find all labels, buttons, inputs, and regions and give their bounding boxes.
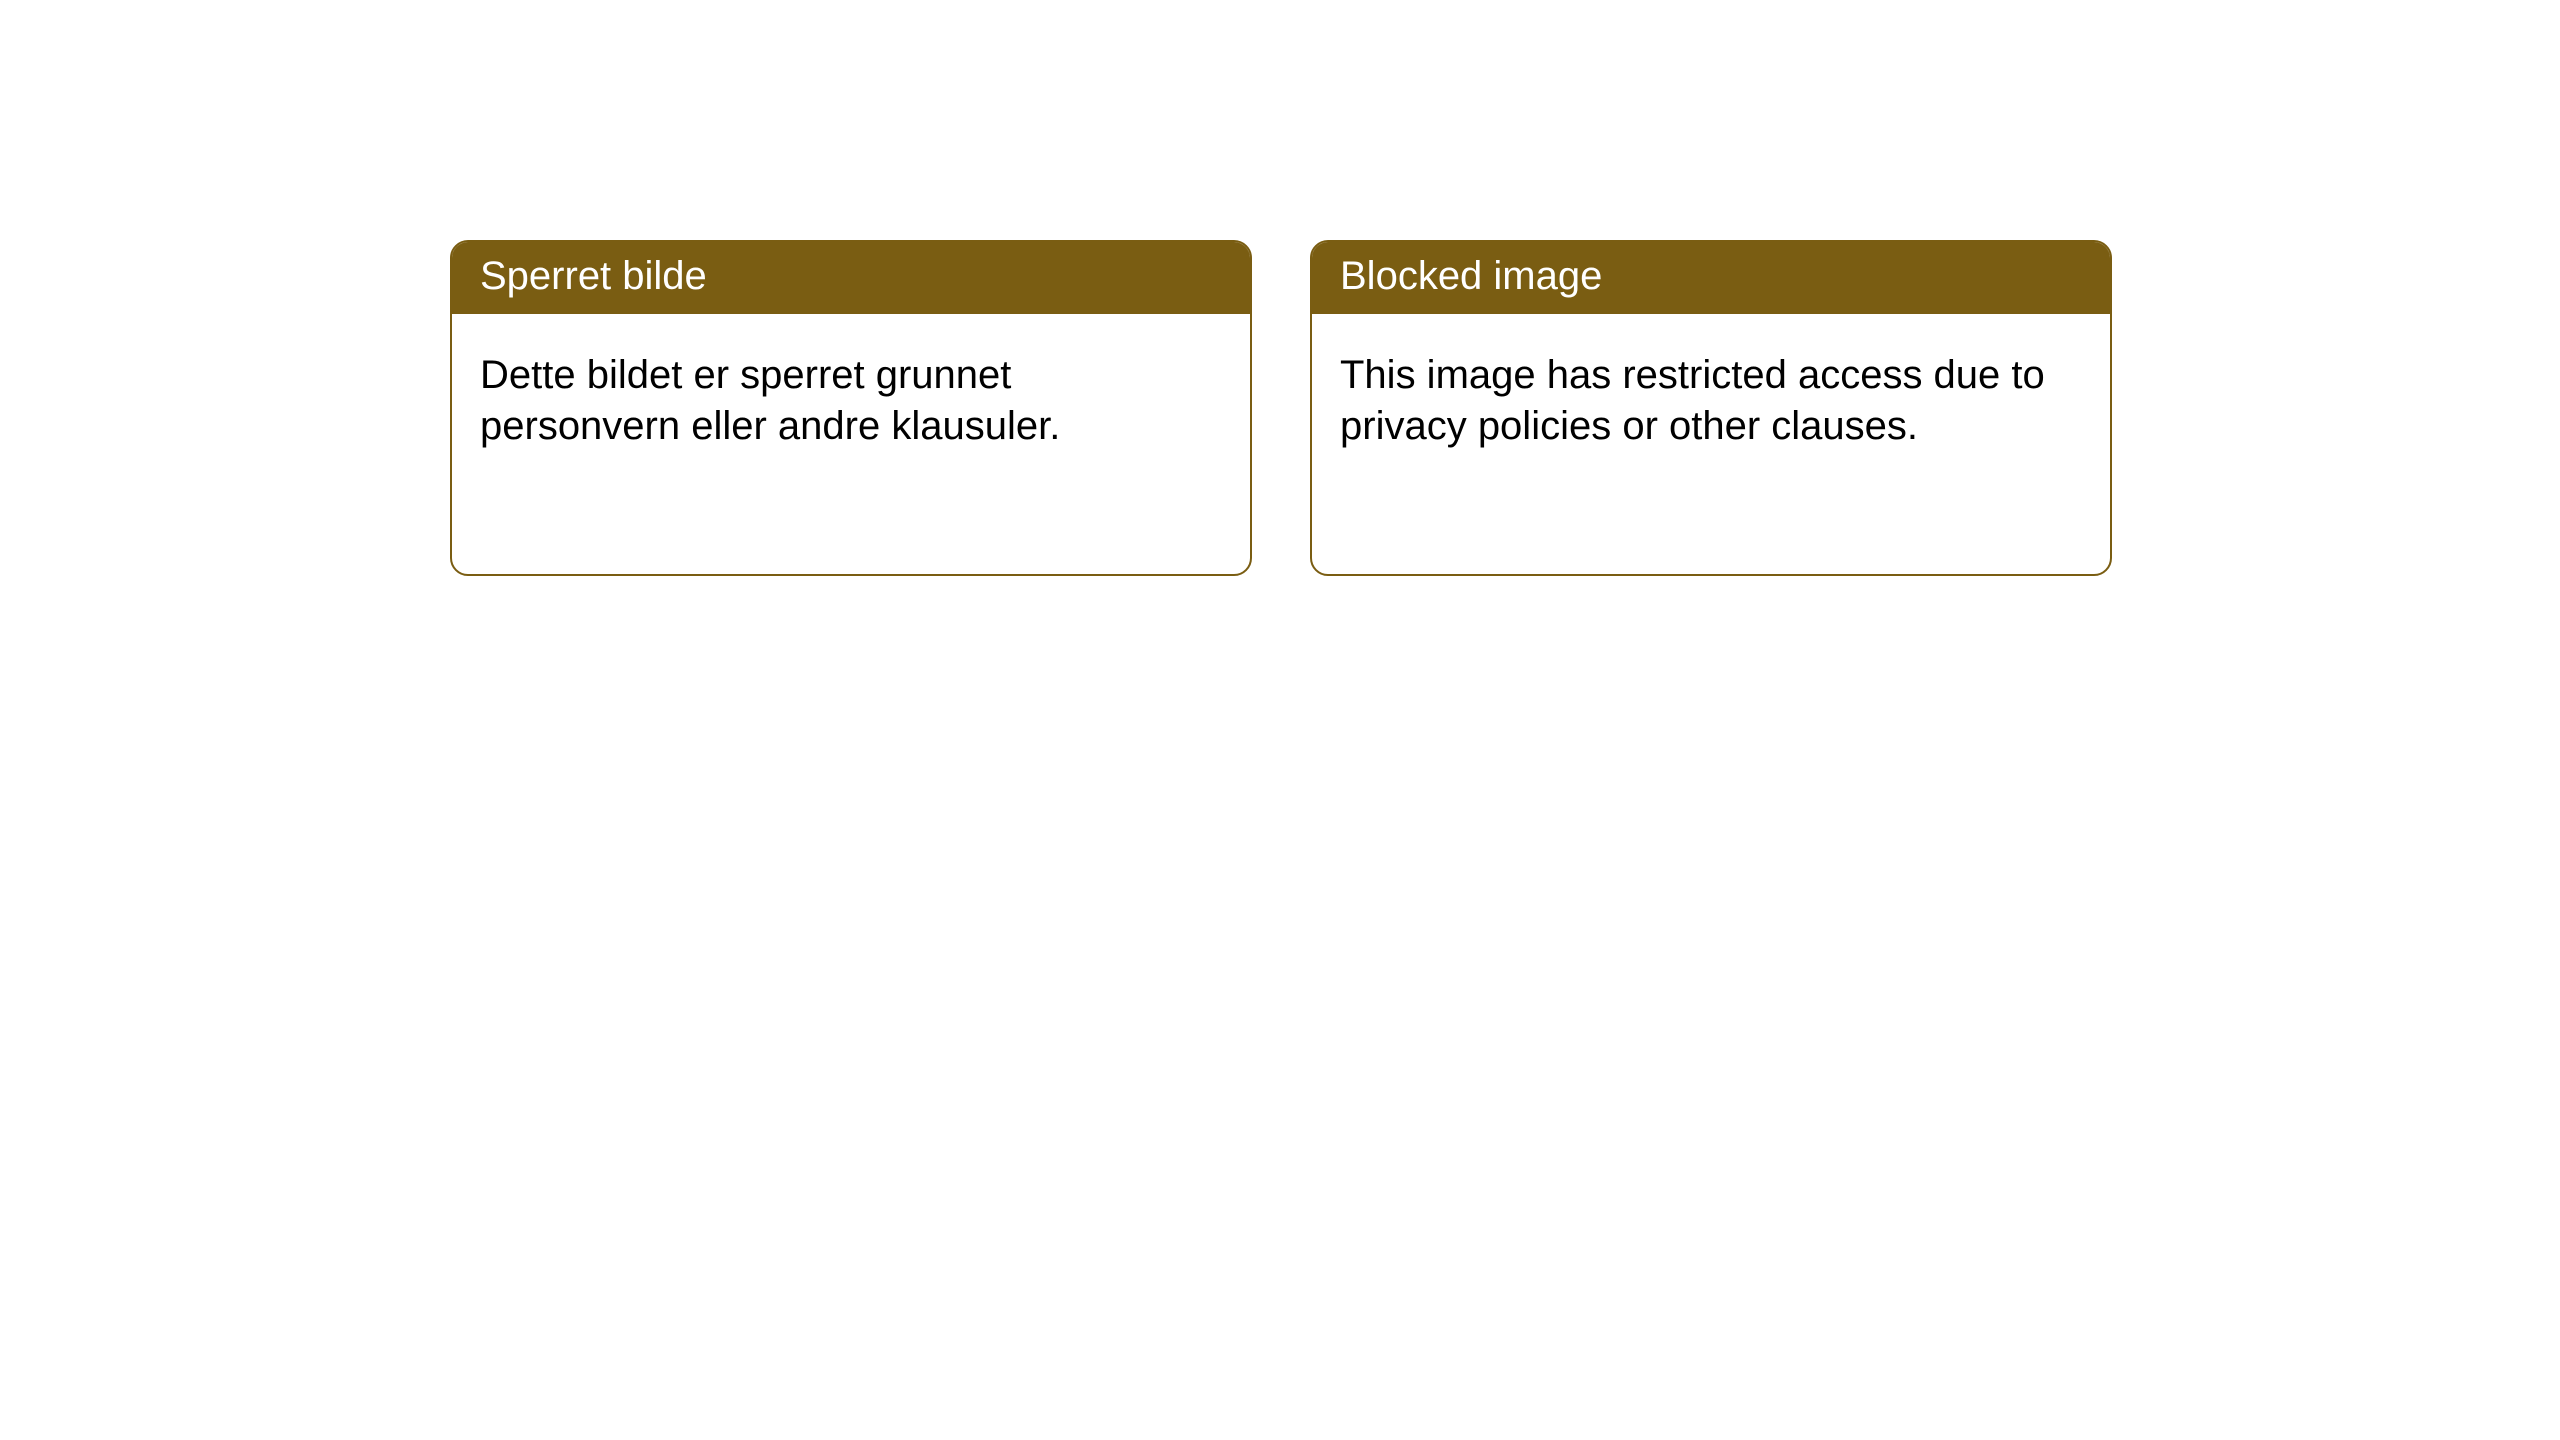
- notice-body-en: This image has restricted access due to …: [1312, 314, 2110, 488]
- notice-card-norwegian: Sperret bilde Dette bildet er sperret gr…: [450, 240, 1252, 576]
- notice-container: Sperret bilde Dette bildet er sperret gr…: [0, 0, 2560, 576]
- notice-card-english: Blocked image This image has restricted …: [1310, 240, 2112, 576]
- notice-title-no: Sperret bilde: [452, 242, 1250, 314]
- notice-title-en: Blocked image: [1312, 242, 2110, 314]
- notice-body-no: Dette bildet er sperret grunnet personve…: [452, 314, 1250, 488]
